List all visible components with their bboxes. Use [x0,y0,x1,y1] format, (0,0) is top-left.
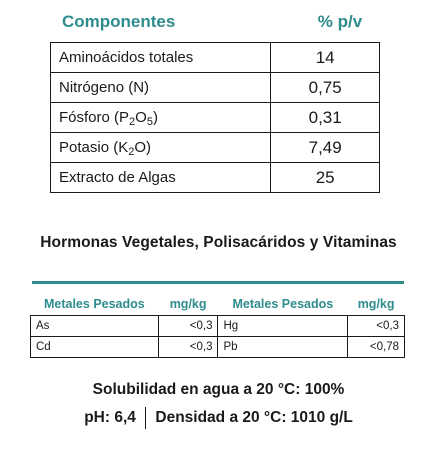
hormones-title: Hormonas Vegetales, Polisacáridos y Vita… [40,234,397,251]
components-header: Componentes [62,12,176,31]
ph-density-line: pH: 6,4 Densidad a 20 °C: 1010 g/L [0,407,437,429]
heavy-metals-table: Metales Pesados mg/kg Metales Pesados mg… [30,293,405,358]
table-row: Potasio (K2O) 7,49 [49,132,380,163]
divider [32,281,404,284]
metal-value: <0,3 [347,315,405,337]
ph-value: pH: 6,4 [84,409,136,427]
component-name: Aminoácidos totales [49,42,272,73]
component-value: 7,49 [270,132,380,163]
table-row: Fósforo (P2O5) 0,31 [49,102,380,133]
metal-name: Hg [217,315,349,337]
solubility-text: Solubilidad en agua a 20 °C: 100% [92,381,345,398]
component-value: 25 [270,162,380,193]
component-name: Extracto de Algas [49,162,272,193]
component-value: 0,31 [270,102,380,133]
separator [144,407,147,429]
table-row: Extracto de Algas 25 [49,162,380,193]
column-header: Metales Pesados [232,297,334,311]
component-value: 14 [270,42,380,73]
table-row: As <0,3 Hg <0,3 [30,315,405,337]
component-name: Nitrógeno (N) [49,72,272,103]
table-row: Aminoácidos totales 14 [49,42,380,73]
metal-name: Pb [217,336,349,358]
metal-value: <0,3 [157,315,219,337]
column-header: mg/kg [169,297,207,311]
component-name: Potasio (K2O) [49,132,272,163]
metal-name: Cd [30,336,159,358]
component-name: Fósforo (P2O5) [49,102,272,133]
column-header: Metales Pesados [43,297,145,311]
table-row: Cd <0,3 Pb <0,78 [30,336,405,358]
table-header-row: Metales Pesados mg/kg Metales Pesados mg… [31,293,405,316]
table-row: Nitrógeno (N) 0,75 [49,72,380,103]
metal-value: <0,3 [157,336,219,358]
density-value: Densidad a 20 °C: 1010 g/L [155,409,353,427]
metal-value: <0,78 [347,336,405,358]
composition-table: Aminoácidos totales 14 Nitrógeno (N) 0,7… [49,42,380,193]
metal-name: As [30,315,159,337]
component-value: 0,75 [270,72,380,103]
unit-header: % p/v [317,12,363,31]
column-header: mg/kg [357,297,395,311]
